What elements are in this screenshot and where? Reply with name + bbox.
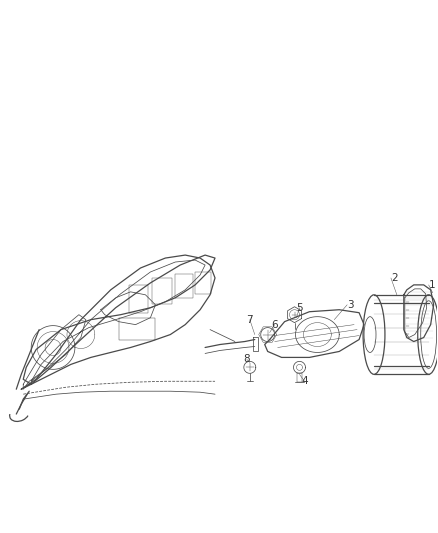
Bar xyxy=(129,285,148,313)
Bar xyxy=(195,272,211,294)
Bar xyxy=(152,278,172,304)
Bar xyxy=(175,274,193,298)
Text: 3: 3 xyxy=(347,300,354,310)
Text: 7: 7 xyxy=(247,314,253,325)
Text: 5: 5 xyxy=(296,303,303,313)
Text: 1: 1 xyxy=(429,280,435,290)
Text: 4: 4 xyxy=(301,376,308,386)
Text: 8: 8 xyxy=(244,354,250,365)
Text: 2: 2 xyxy=(391,273,398,283)
Text: 6: 6 xyxy=(271,320,278,329)
